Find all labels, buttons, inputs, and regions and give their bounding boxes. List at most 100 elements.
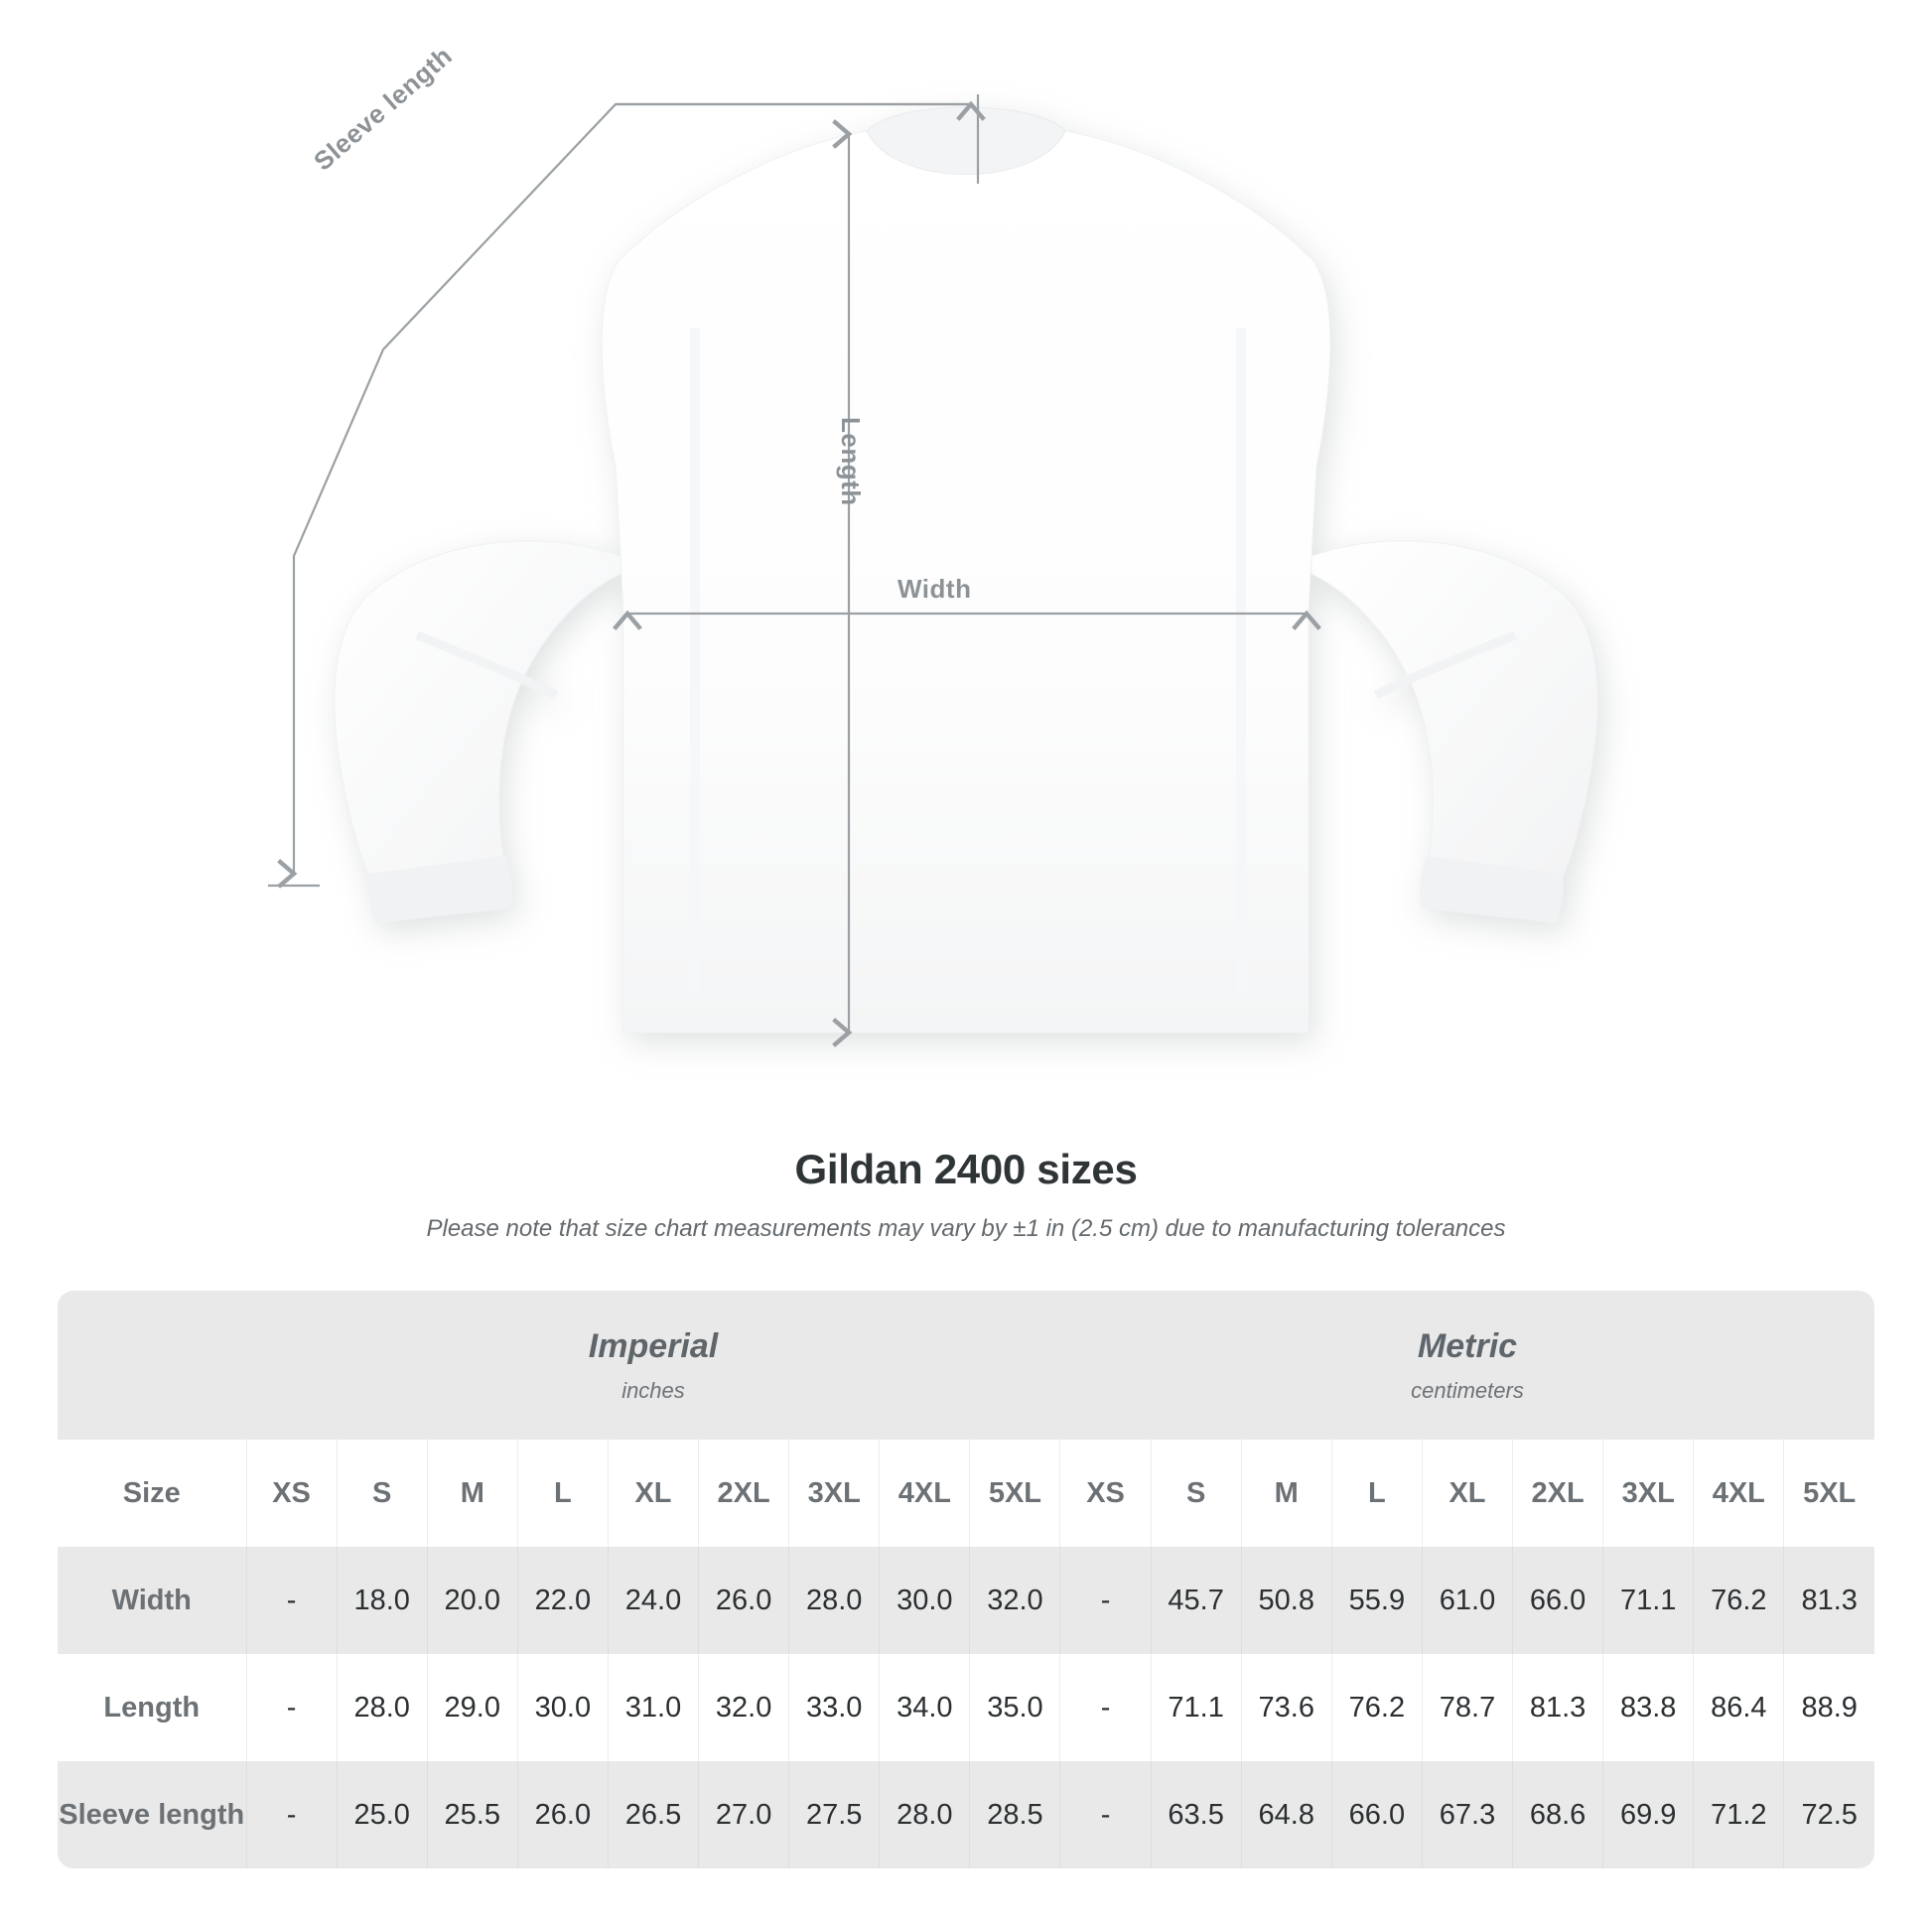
- table-row: Width -18.0 20.0 22.0 24.0 26.0 28.0 30.0 32.0-4…: [58, 1547, 1874, 1654]
- column-header-imperial-2xl: 2XL: [698, 1440, 789, 1547]
- cell-width-metric-5xl: 81.3: [1783, 1547, 1874, 1654]
- cell-length-imperial-l: 30.0: [516, 1654, 609, 1761]
- cell-width-imperial-2xl: 26.0: [698, 1547, 789, 1654]
- table-corner-cell: [58, 1291, 246, 1440]
- cell-length-metric-5xl: 88.9: [1783, 1654, 1874, 1761]
- cell-length-metric-xl: 78.7: [1421, 1654, 1513, 1761]
- unit-header-imperial: Imperial inches: [246, 1291, 1060, 1440]
- cell-length-metric-3xl: 83.8: [1602, 1654, 1694, 1761]
- unit-subtitle: centimeters: [1411, 1377, 1524, 1403]
- left-cuff: [368, 856, 513, 923]
- column-header-metric-3xl: 3XL: [1602, 1440, 1694, 1547]
- shirt-shape: [334, 106, 1598, 1034]
- column-header-imperial-l: L: [516, 1440, 609, 1547]
- cell-width-imperial-s: 18.0: [336, 1547, 428, 1654]
- cell-sleeve-length-metric-l: 66.0: [1330, 1761, 1423, 1868]
- garment-svg: [268, 94, 1598, 1047]
- size-header-row: Size XS S M L XL 2XL 3XL 4XL 5XL XS S M L XL 2XL 3XL 4XL 5…: [58, 1440, 1874, 1547]
- unit-header-row: Imperial inches Metric centimeters: [58, 1291, 1874, 1440]
- table-row: Length -28.0 29.0 30.0 31.0 32.0 33.0 34.0 35.0-…: [58, 1654, 1874, 1761]
- cell-sleeve-length-imperial-4xl: 28.0: [879, 1761, 970, 1868]
- column-header-imperial-s: S: [336, 1440, 428, 1547]
- right-cuff: [1419, 856, 1564, 923]
- page-title: Gildan 2400 sizes: [794, 1146, 1138, 1192]
- size-table: Imperial inches Metric centimeters Size XS S M L…: [58, 1291, 1874, 1868]
- cell-length-imperial-s: 28.0: [336, 1654, 428, 1761]
- cell-sleeve-length-imperial-xl: 26.5: [607, 1761, 699, 1868]
- unit-name: Metric: [1417, 1326, 1518, 1365]
- cell-sleeve-length-metric-3xl: 69.9: [1602, 1761, 1694, 1868]
- cell-width-imperial-3xl: 28.0: [788, 1547, 880, 1654]
- cell-length-metric-s: 71.1: [1150, 1654, 1242, 1761]
- row-header-sleeve-length: Sleeve length: [58, 1761, 246, 1868]
- cell-length-imperial-m: 29.0: [426, 1654, 518, 1761]
- column-header-metric-m: M: [1240, 1440, 1332, 1547]
- size-table-wrapper: Imperial inches Metric centimeters Size XS S M L…: [0, 1291, 1932, 1868]
- cell-length-imperial-xl: 31.0: [607, 1654, 699, 1761]
- row-header-length: Length: [58, 1654, 246, 1761]
- cell-width-metric-xs: -: [1059, 1547, 1152, 1654]
- cell-sleeve-length-imperial-s: 25.0: [336, 1761, 428, 1868]
- right-sleeve: [1311, 540, 1598, 891]
- column-header-metric-2xl: 2XL: [1512, 1440, 1603, 1547]
- cell-width-imperial-m: 20.0: [426, 1547, 518, 1654]
- cell-width-imperial-xl: 24.0: [607, 1547, 699, 1654]
- cell-width-metric-4xl: 76.2: [1693, 1547, 1784, 1654]
- left-sleeve: [334, 540, 621, 891]
- unit-header-metric: Metric centimeters: [1059, 1291, 1874, 1440]
- cell-width-imperial-5xl: 32.0: [969, 1547, 1060, 1654]
- cell-sleeve-length-imperial-m: 25.5: [426, 1761, 518, 1868]
- cell-sleeve-length-imperial-xs: -: [245, 1761, 338, 1868]
- column-header-imperial-m: M: [426, 1440, 518, 1547]
- title-block: Gildan 2400 sizes Please note that size …: [0, 1146, 1932, 1243]
- column-header-imperial-xs: XS: [245, 1440, 338, 1547]
- cell-width-metric-s: 45.7: [1150, 1547, 1242, 1654]
- collar: [866, 106, 1066, 175]
- cell-width-metric-2xl: 66.0: [1512, 1547, 1603, 1654]
- unit-name: Imperial: [588, 1326, 719, 1365]
- cell-width-metric-3xl: 71.1: [1602, 1547, 1694, 1654]
- column-header-metric-xl: XL: [1421, 1440, 1513, 1547]
- cell-sleeve-length-metric-2xl: 68.6: [1512, 1761, 1603, 1868]
- cell-length-imperial-2xl: 32.0: [698, 1654, 789, 1761]
- cell-length-imperial-5xl: 35.0: [969, 1654, 1060, 1761]
- column-header-imperial-4xl: 4XL: [879, 1440, 970, 1547]
- garment-illustration: Sleeve length Length Width: [268, 41, 1598, 1047]
- fold-sleeve-right: [1373, 630, 1517, 700]
- cell-sleeve-length-imperial-3xl: 27.5: [788, 1761, 880, 1868]
- cell-sleeve-length-metric-xs: -: [1059, 1761, 1152, 1868]
- cell-sleeve-length-imperial-l: 26.0: [516, 1761, 609, 1868]
- width-annotation: Width: [897, 574, 972, 604]
- cell-sleeve-length-metric-5xl: 72.5: [1783, 1761, 1874, 1868]
- row-header-width: Width: [58, 1547, 246, 1654]
- cell-length-imperial-4xl: 34.0: [879, 1654, 970, 1761]
- column-header-metric-5xl: 5XL: [1783, 1440, 1874, 1547]
- cell-length-metric-xs: -: [1059, 1654, 1152, 1761]
- cell-sleeve-length-metric-xl: 67.3: [1421, 1761, 1513, 1868]
- cell-width-metric-xl: 61.0: [1421, 1547, 1513, 1654]
- column-header-metric-s: S: [1150, 1440, 1242, 1547]
- cell-sleeve-length-imperial-5xl: 28.5: [969, 1761, 1060, 1868]
- cell-width-metric-m: 50.8: [1240, 1547, 1332, 1654]
- cell-length-metric-m: 73.6: [1240, 1654, 1332, 1761]
- column-header-imperial-xl: XL: [607, 1440, 699, 1547]
- page-subtitle: Please note that size chart measurements…: [426, 1215, 1506, 1242]
- fold-sleeve-left: [415, 630, 559, 700]
- size-row-header: Size: [58, 1440, 246, 1547]
- cell-sleeve-length-metric-4xl: 71.2: [1693, 1761, 1784, 1868]
- length-annotation: Length: [836, 417, 866, 506]
- column-header-metric-4xl: 4XL: [1693, 1440, 1784, 1547]
- cell-length-imperial-xs: -: [245, 1654, 338, 1761]
- cell-length-metric-2xl: 81.3: [1512, 1654, 1603, 1761]
- cell-sleeve-length-imperial-2xl: 27.0: [698, 1761, 789, 1868]
- cell-sleeve-length-metric-m: 64.8: [1240, 1761, 1332, 1868]
- cell-length-metric-l: 76.2: [1330, 1654, 1423, 1761]
- unit-subtitle: inches: [621, 1377, 685, 1403]
- cell-width-imperial-l: 22.0: [516, 1547, 609, 1654]
- cell-length-metric-4xl: 86.4: [1693, 1654, 1784, 1761]
- measurement-guides: [268, 94, 1321, 1047]
- table-row: Sleeve length -25.0 25.5 26.0 26.5 27.0 27.5 28…: [58, 1761, 1874, 1868]
- cell-width-imperial-xs: -: [245, 1547, 338, 1654]
- cell-width-imperial-4xl: 30.0: [879, 1547, 970, 1654]
